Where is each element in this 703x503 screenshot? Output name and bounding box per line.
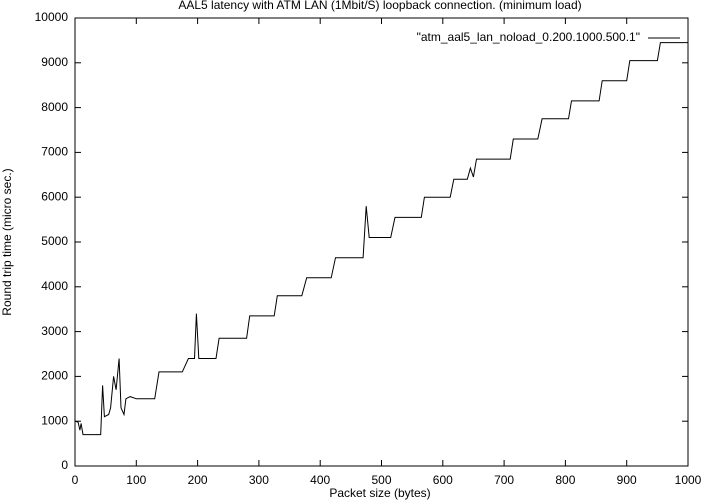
chart-title: AAL5 latency with ATM LAN (1Mbit/S) loop…: [178, 0, 581, 12]
y-tick-label: 2000: [41, 369, 68, 383]
x-tick-label: 0: [72, 473, 79, 487]
y-tick-label: 10000: [35, 10, 69, 24]
y-tick-label: 0: [61, 458, 68, 472]
x-tick-label: 1000: [675, 473, 702, 487]
legend-label: "atm_aal5_lan_noload_0.200.1000.500.1": [417, 30, 640, 44]
y-tick-label: 1000: [41, 413, 68, 427]
x-tick-label: 100: [126, 473, 146, 487]
y-tick-label: 8000: [41, 100, 68, 114]
x-tick-label: 300: [249, 473, 269, 487]
x-tick-label: 200: [188, 473, 208, 487]
x-tick-label: 600: [433, 473, 453, 487]
y-tick-label: 4000: [41, 279, 68, 293]
y-tick-label: 6000: [41, 189, 68, 203]
x-tick-label: 800: [555, 473, 575, 487]
y-tick-label: 5000: [41, 234, 68, 248]
x-tick-label: 500: [371, 473, 391, 487]
x-tick-label: 900: [617, 473, 637, 487]
x-axis-label: Packet size (bytes): [329, 486, 430, 500]
data-line: [74, 42, 688, 436]
y-tick-label: 3000: [41, 324, 68, 338]
y-tick-label: 7000: [41, 145, 68, 159]
y-axis-label: Round trip time (micro sec.): [0, 168, 14, 315]
plot-frame: [74, 17, 689, 467]
x-tick-label: 700: [494, 473, 514, 487]
y-tick-label: 9000: [41, 55, 68, 69]
x-tick-label: 400: [310, 473, 330, 487]
